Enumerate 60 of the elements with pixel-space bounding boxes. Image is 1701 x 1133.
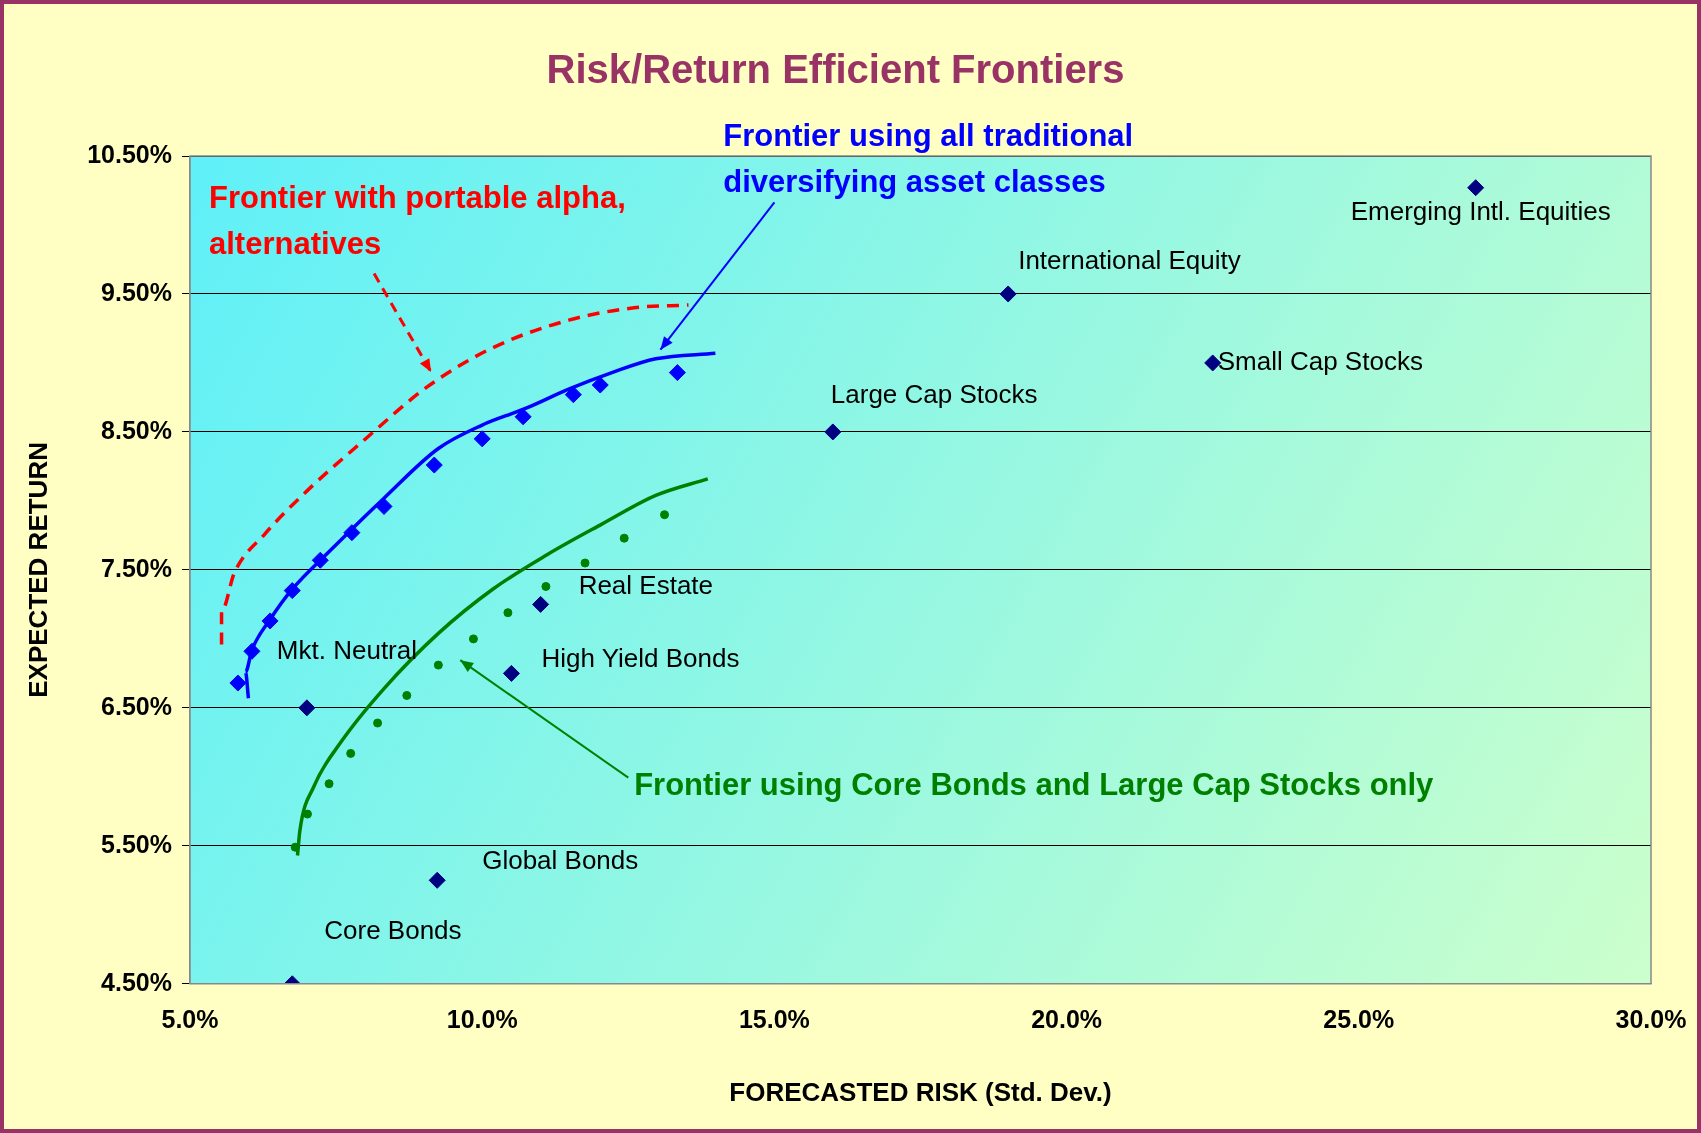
point xyxy=(619,533,629,543)
annotation: Small Cap Stocks xyxy=(1217,346,1423,377)
point xyxy=(425,456,443,474)
point xyxy=(375,497,393,515)
y-tick-label: 6.50% xyxy=(101,691,172,720)
point xyxy=(290,842,300,852)
point xyxy=(229,674,247,692)
y-tick-label: 10.50% xyxy=(87,139,172,168)
x-tick-label: 5.0% xyxy=(161,1004,219,1033)
annotation: Large Cap Stocks xyxy=(830,379,1038,410)
annotation: Frontier with portable alpha, alternatives xyxy=(208,180,626,262)
annotation: International Equity xyxy=(1018,245,1241,276)
annotation: High Yield Bonds xyxy=(541,642,740,673)
annotation: Frontier using Core Bonds and Large Cap Stocks only xyxy=(634,767,1435,803)
point xyxy=(999,285,1017,303)
x-tick-label: 25.0% xyxy=(1323,1004,1395,1033)
x-tick-label: 20.0% xyxy=(1031,1004,1103,1033)
x-axis-title: FORECASTED RISK (Std. Dev.) xyxy=(729,1076,1112,1107)
point xyxy=(298,699,316,717)
y-axis-title: EXPECTED RETURN xyxy=(22,442,53,698)
x-tick-label: 10.0% xyxy=(446,1004,518,1033)
x-tick-label: 15.0% xyxy=(738,1004,810,1033)
point xyxy=(580,558,590,568)
point xyxy=(532,595,550,613)
point xyxy=(433,660,443,670)
y-tick-label: 9.50% xyxy=(101,277,172,306)
annotation: Real Estate xyxy=(578,569,714,600)
annotation: Emerging Intl. Equities xyxy=(1350,195,1611,226)
point xyxy=(824,423,842,441)
point xyxy=(402,690,412,700)
point xyxy=(668,364,686,382)
point xyxy=(346,748,356,758)
chart-title: Risk/Return Efficient Frontiers xyxy=(546,47,1125,92)
y-tick-label: 8.50% xyxy=(101,415,172,444)
y-tick-label: 4.50% xyxy=(101,967,172,996)
point xyxy=(428,871,446,889)
y-tick-label: 5.50% xyxy=(101,829,172,858)
point xyxy=(473,430,491,448)
point xyxy=(373,718,383,728)
point xyxy=(311,551,329,569)
annotation: Global Bonds xyxy=(482,845,639,876)
annotation: Core Bonds xyxy=(324,914,462,945)
point xyxy=(502,664,520,682)
point xyxy=(283,582,301,600)
point xyxy=(243,642,261,660)
x-tick-label: 30.0% xyxy=(1615,1004,1687,1033)
point xyxy=(591,376,609,394)
point xyxy=(468,634,478,644)
annotation: Frontier using all traditional diversifying asset classes xyxy=(723,117,1134,199)
point xyxy=(261,612,279,630)
point xyxy=(324,779,334,789)
y-tick-label: 7.50% xyxy=(101,553,172,582)
point xyxy=(514,408,532,426)
point xyxy=(564,386,582,404)
point xyxy=(343,524,361,542)
point xyxy=(660,510,670,520)
annotation: Mkt. Neutral xyxy=(276,635,418,666)
point xyxy=(541,581,551,591)
point xyxy=(1467,179,1485,197)
point xyxy=(503,608,513,618)
